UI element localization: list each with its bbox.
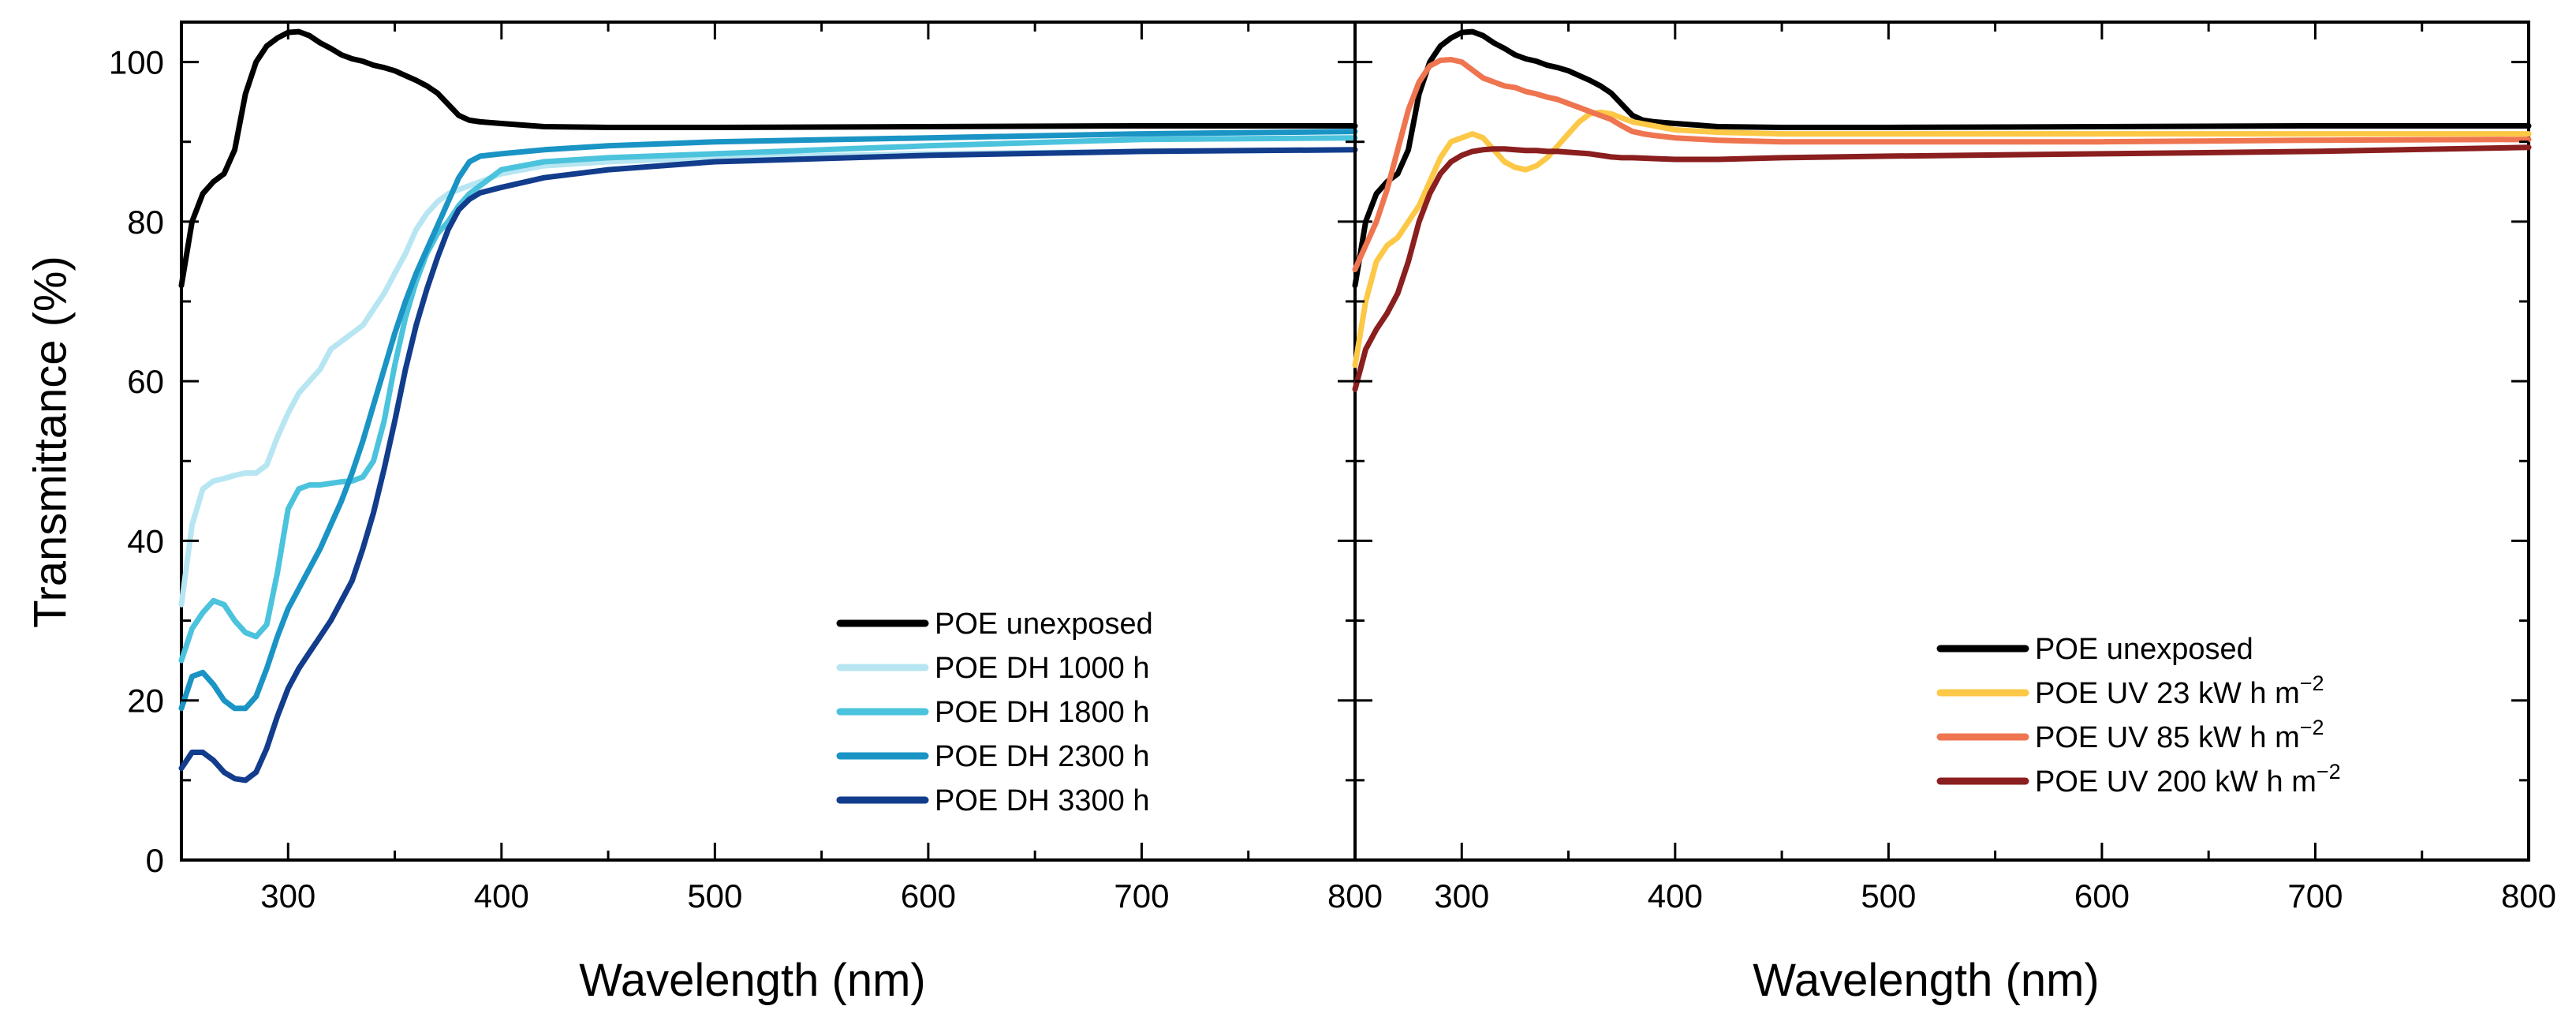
legend-label: POE unexposed	[935, 608, 1153, 641]
y-tick-label: 20	[127, 683, 164, 720]
x-tick-label: 700	[2287, 877, 2343, 914]
x-tick-label: 700	[1114, 877, 1169, 914]
x-tick-label: 500	[1861, 877, 1916, 914]
right-ticks-layer: 300 400 500 600 700 800	[1353, 22, 2556, 914]
x-tick-label: 300	[1434, 877, 1489, 914]
legend-label: POE DH 1800 h	[935, 696, 1149, 729]
x-tick-label: 300	[260, 877, 315, 914]
series-line-5	[178, 147, 1358, 784]
left-panel: 300 400 500 600 700 800 0 20 40 60 80 100 POE unexp…	[109, 21, 1383, 1006]
legend-label: POE DH 3300 h	[935, 784, 1149, 817]
y-axis-title: Transmittance (%)	[24, 256, 76, 628]
y-tick-label: 60	[127, 363, 164, 400]
y-tick-label: 40	[127, 522, 164, 559]
series-line-2	[178, 147, 1358, 608]
right-series-layer	[1352, 28, 2532, 392]
left-ticks-layer: 300 400 500 600 700 800 0 20 40 60 80 100	[109, 22, 1383, 914]
right-legend: POE unexposed POE UV 23 kW h m−2 POE UV 85…	[1936, 633, 2341, 799]
right-x-axis-title: Wavelength (nm)	[1753, 955, 2099, 1006]
legend-label: POE DH 2300 h	[935, 740, 1149, 773]
x-tick-label: 500	[687, 877, 742, 914]
series-line-3	[1352, 57, 2532, 272]
left-series-layer	[178, 28, 1358, 784]
series-line-2	[1352, 109, 2532, 368]
legend-label: POE unexposed	[2035, 633, 2253, 666]
legend-label: POE UV 200 kW h m−2	[2035, 760, 2341, 799]
left-legend: POE unexposed POE DH 1000 h POE DH 1800 h P…	[836, 608, 1153, 817]
y-tick-label: 80	[127, 204, 164, 241]
series-line-3	[178, 135, 1358, 664]
x-tick-label: 800	[1327, 877, 1383, 914]
y-tick-label: 100	[109, 44, 164, 81]
left-x-axis-title: Wavelength (nm)	[579, 955, 925, 1006]
x-tick-label: 600	[901, 877, 956, 914]
legend-label: POE UV 85 kW h m−2	[2035, 716, 2324, 754]
series-line-4	[178, 129, 1358, 712]
x-tick-label: 800	[2501, 877, 2556, 914]
right-panel: 300 400 500 600 700 800 POE unexposed POE UV 2…	[1352, 21, 2556, 1006]
y-tick-label: 0	[146, 842, 164, 879]
legend-label: POE UV 23 kW h m−2	[2035, 671, 2324, 710]
left-plot-frame	[180, 21, 1357, 862]
x-tick-label: 400	[1648, 877, 1703, 914]
right-plot-frame	[1353, 21, 2530, 862]
x-tick-label: 600	[2074, 877, 2130, 914]
series-line-1	[178, 28, 1358, 289]
series-line-4	[1352, 144, 2532, 392]
x-tick-label: 400	[474, 877, 529, 914]
legend-label: POE DH 1000 h	[935, 652, 1149, 685]
series-line-1	[1352, 28, 2532, 289]
